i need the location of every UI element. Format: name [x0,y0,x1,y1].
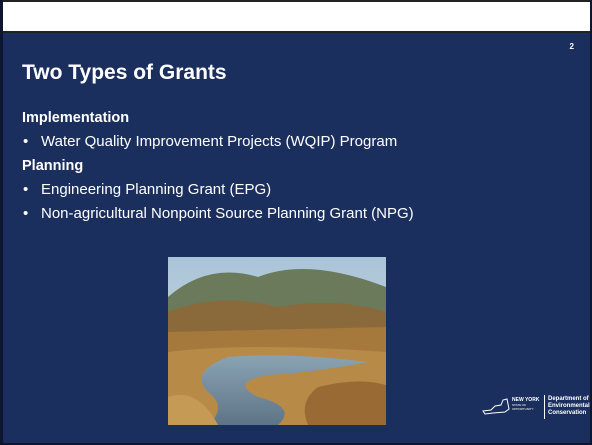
top-bar [3,0,590,33]
agency-name: Environmental [548,403,590,409]
ny-tagline: OPPORTUNITY [512,407,534,411]
dec-logo: NEW YORK STATE OF OPPORTUNITY Department… [481,391,586,423]
slide-title: Two Types of Grants [22,61,227,85]
bullet-item: Water Quality Improvement Projects (WQIP… [22,132,414,156]
bullet-item: Engineering Planning Grant (EPG) [22,180,414,204]
divider [544,395,545,419]
section-heading: Implementation [22,108,414,132]
agency-name: Conservation [548,410,586,416]
ny-outline [481,397,511,415]
landscape-photo [168,257,386,425]
agency-name: Department of [548,396,589,402]
bullet-item: Non-agricultural Nonpoint Source Plannin… [22,204,414,228]
slide: 2 Two Types of Grants ImplementationWate… [0,0,592,445]
section-heading: Planning [22,156,414,180]
slide-body: ImplementationWater Quality Improvement … [22,108,414,228]
slide-number: 2 [570,42,574,51]
